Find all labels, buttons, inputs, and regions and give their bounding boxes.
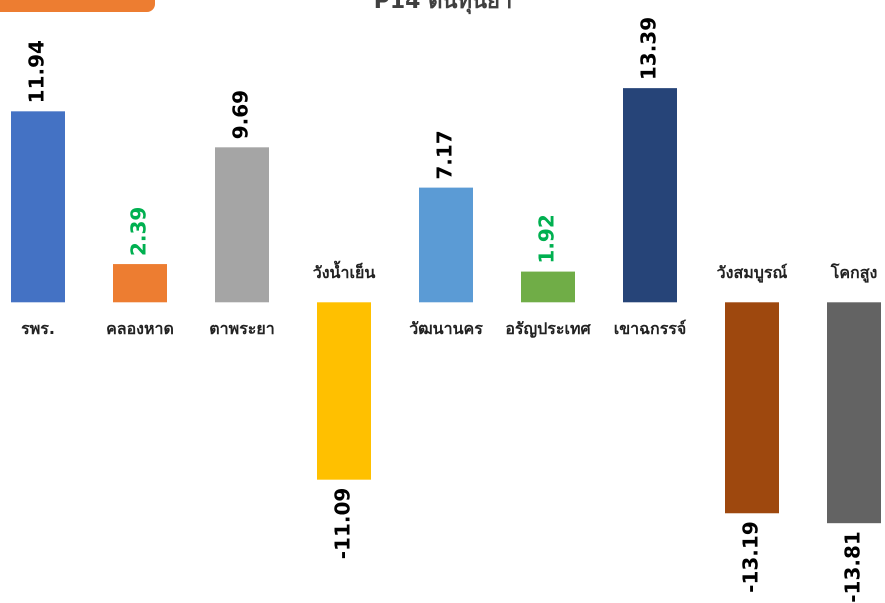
bar xyxy=(113,264,167,303)
x-tick-label: คลองหาด xyxy=(106,319,174,338)
x-tick-label: วังสมบูรณ์ xyxy=(717,263,788,284)
x-tick-label: โคกสูง xyxy=(830,262,878,284)
x-tick-label: วัฒนานคร xyxy=(409,319,483,338)
value-label: 13.39 xyxy=(637,17,661,80)
value-label: -13.81 xyxy=(841,531,865,603)
value-label: 9.69 xyxy=(229,90,253,139)
value-label: -11.09 xyxy=(331,488,355,560)
bar xyxy=(725,302,779,514)
value-label: -13.19 xyxy=(739,521,763,593)
value-label: 1.92 xyxy=(535,214,559,263)
x-tick-label: รพร. xyxy=(21,319,55,338)
x-tick-label: ตาพระยา xyxy=(209,319,274,338)
x-tick-label: เขาฉกรรจ์ xyxy=(614,319,687,338)
chart-title: P14 ต้นทุนยา xyxy=(374,0,513,15)
bar xyxy=(521,271,575,303)
bar xyxy=(317,302,371,480)
value-label: 11.94 xyxy=(25,40,49,103)
bar xyxy=(215,147,269,303)
value-label: 2.39 xyxy=(127,207,151,256)
x-tick-label: อรัญประเทศ xyxy=(505,319,591,339)
x-tick-label: วังน้ำเย็น xyxy=(313,260,376,282)
value-label: 7.17 xyxy=(433,130,457,179)
bar xyxy=(827,302,881,524)
bar xyxy=(11,111,65,303)
header-tab xyxy=(0,0,155,12)
bar xyxy=(623,88,677,303)
bar xyxy=(419,187,473,303)
